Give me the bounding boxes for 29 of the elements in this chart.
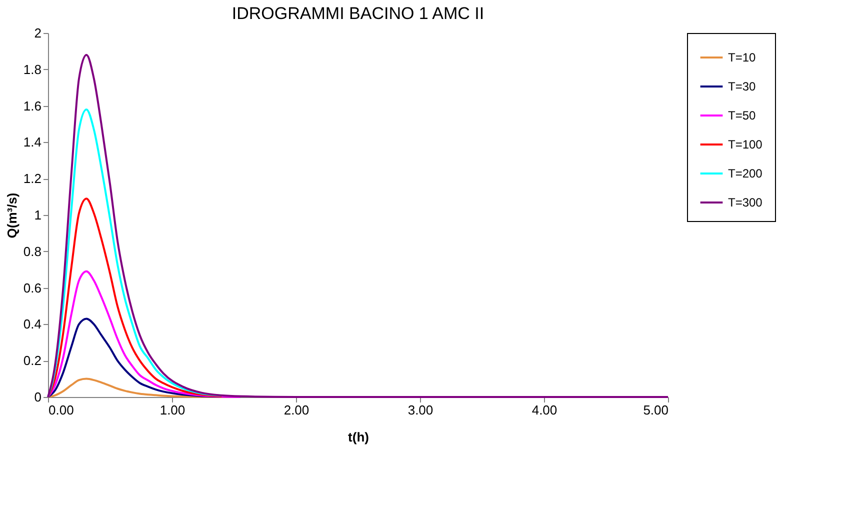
y-tick-label: 0.8 <box>23 244 42 259</box>
legend-label: T=30 <box>728 80 756 94</box>
y-tick-label: 1.2 <box>23 171 42 186</box>
x-tick-label: 0.00 <box>48 402 74 418</box>
y-axis-title: Q(m³/s) <box>4 192 20 238</box>
x-tick-label: 1.00 <box>160 402 186 418</box>
legend-label: T=50 <box>728 108 756 122</box>
legend-label: T=10 <box>728 50 756 64</box>
x-tick-label: 4.00 <box>532 402 558 418</box>
legend-label: T=300 <box>728 196 763 210</box>
legend-label: T=100 <box>728 138 763 152</box>
x-axis-title: t(h) <box>348 430 369 444</box>
y-tick-label: 2 <box>34 26 42 40</box>
y-tick-label: 1.6 <box>23 98 42 114</box>
y-tick-label: 0.4 <box>23 316 42 332</box>
line-series <box>47 270 242 398</box>
y-tick-label: 1 <box>34 208 42 222</box>
x-tick-label: 2.00 <box>284 402 310 418</box>
y-tick-label: 0 <box>34 390 42 404</box>
legend-label: T=200 <box>728 166 763 180</box>
chart-title: IDROGRAMMI BACINO 1 AMC II <box>232 4 484 23</box>
line-series <box>47 198 223 398</box>
line-series <box>47 108 223 398</box>
y-tick-label: 0.6 <box>23 280 42 296</box>
y-tick-label: 1.8 <box>23 62 42 77</box>
y-tick-label: 1.4 <box>23 134 42 150</box>
y-tick-label: 0.2 <box>23 353 42 368</box>
x-tick-label: 5.00 <box>643 402 668 418</box>
x-tick-label: 3.00 <box>408 402 434 418</box>
